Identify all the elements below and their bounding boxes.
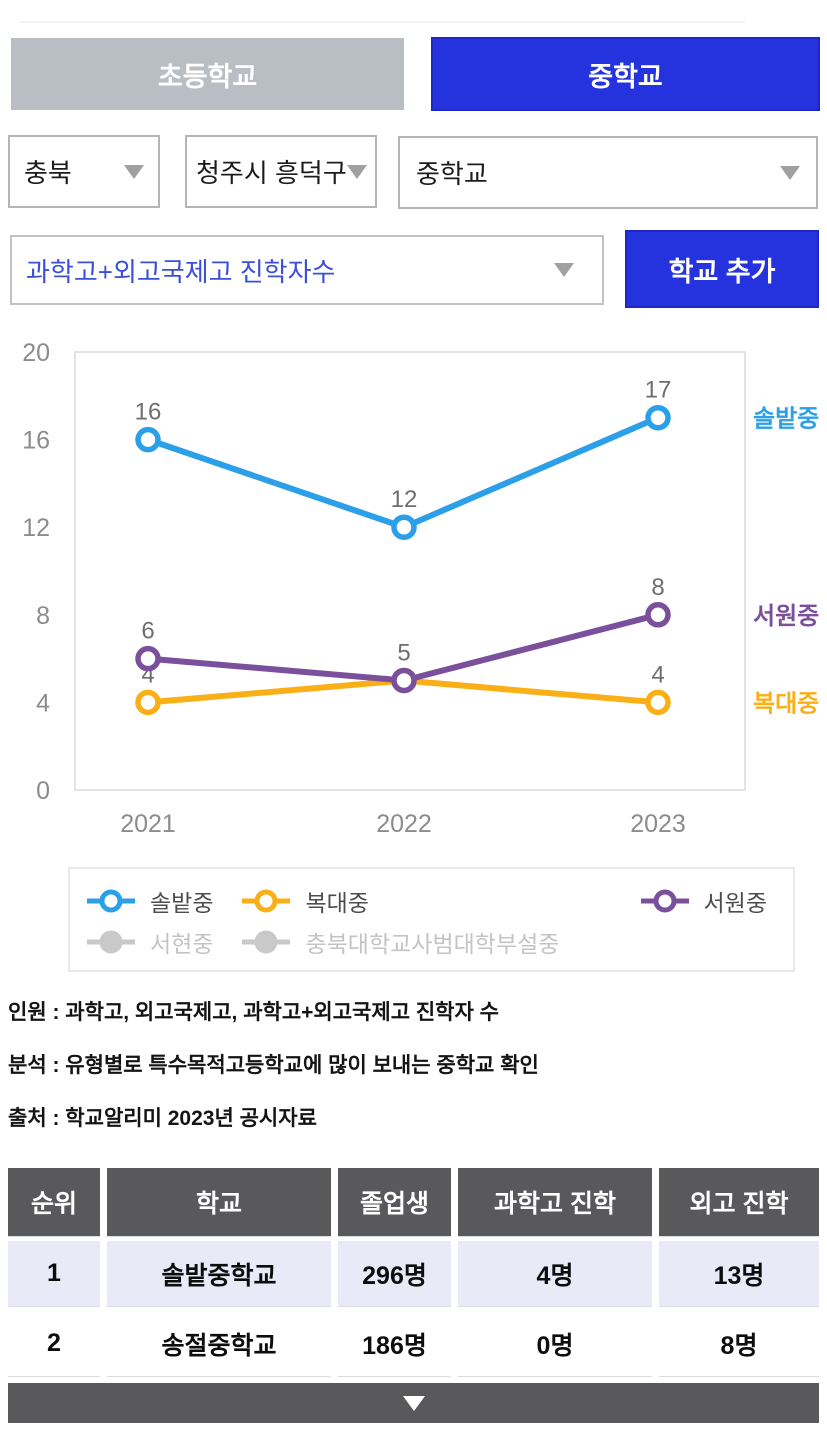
table-expand-bar[interactable] [8, 1383, 819, 1423]
series-point-복대중 [135, 689, 161, 716]
table-row: 2 송절중학교 186명 0명 8명 [8, 1311, 819, 1377]
series-point-복대중 [645, 689, 671, 716]
table-header-cell: 외고 진학 [659, 1168, 819, 1237]
table-cell: 솔밭중학교 [107, 1241, 331, 1307]
chevron-down-icon [124, 164, 144, 179]
legend-label: 서원중 [703, 890, 767, 916]
legend-item-복대중[interactable]: 복대중 [241, 884, 369, 918]
chevron-down-icon [347, 164, 367, 179]
add-school-button[interactable]: 학교 추가 [625, 230, 819, 308]
table-header-cell: 순위 [8, 1168, 100, 1237]
table-header-cell: 학교 [107, 1168, 331, 1237]
data-label: 4 [651, 661, 664, 688]
table-cell: 송절중학교 [107, 1311, 331, 1377]
note-line: 분석 : 유형별로 특수목적고등학교에 많이 보내는 중학교 확인 [8, 1053, 539, 1077]
legend-label: 복대중 [305, 890, 369, 916]
y-axis-tick: 12 [22, 514, 50, 542]
legend-item-서원중[interactable]: 서원중 [640, 884, 767, 918]
line-chart: 0 4 8 12 16 20 2021 2022 2023 4 4 복대중 6 5 8 서원중 16 12 17 솔밭… [0, 330, 827, 852]
series-point-서원중 [135, 645, 161, 672]
legend-item-서현중[interactable]: 서현중 [86, 925, 213, 959]
school-level-select[interactable]: 중학교 [398, 136, 818, 209]
legend-row: 서현중 충북대학교사범대학부설중 [86, 922, 777, 962]
table-cell: 13명 [659, 1241, 819, 1307]
data-label: 17 [645, 377, 672, 404]
data-label: 5 [397, 640, 410, 667]
region-select-value: 충북 [24, 158, 72, 188]
table-row: 1 솔밭중학교 296명 4명 13명 [8, 1241, 819, 1307]
table-cell: 296명 [338, 1241, 451, 1307]
table-cell: 186명 [338, 1311, 451, 1377]
table-cell: 0명 [458, 1311, 652, 1377]
x-axis-tick: 2022 [376, 810, 432, 838]
y-axis-tick: 0 [36, 777, 50, 805]
series-point-서원중 [391, 667, 417, 694]
series-point-솔밭중 [391, 514, 417, 540]
top-divider [20, 21, 745, 23]
data-label: 6 [141, 618, 154, 645]
series-label-솔밭중: 솔밭중 [753, 406, 819, 433]
legend-marker-icon [242, 889, 291, 913]
y-axis-tick: 20 [22, 339, 50, 367]
legend-item-충북대학교사범대학부설중[interactable]: 충북대학교사범대학부설중 [241, 925, 559, 959]
region-select[interactable]: 충북 [8, 135, 160, 208]
x-axis-tick: 2021 [120, 810, 176, 838]
plot-area [74, 351, 746, 791]
table-header-cell: 과학고 진학 [458, 1168, 652, 1237]
legend-row: 솔밭중 복대중 서원중 [86, 881, 777, 921]
table-header-row: 순위 학교 졸업생 과학고 진학 외고 진학 [8, 1168, 819, 1237]
table-cell: 4명 [458, 1241, 652, 1307]
note-line: 출처 : 학교알리미 2023년 공시자료 [8, 1106, 317, 1130]
school-rank-table: 순위 학교 졸업생 과학고 진학 외고 진학 1 솔밭중학교 296명 4명 13명 2 송절중학교 1… [8, 1168, 819, 1377]
chevron-down-icon [554, 263, 574, 277]
chevron-down-icon [780, 165, 800, 180]
table-cell: 8명 [659, 1311, 819, 1377]
y-axis-tick: 8 [36, 602, 50, 630]
legend-label: 서현중 [150, 931, 214, 957]
tab-elementary-school[interactable]: 초등학교 [11, 38, 404, 110]
legend-label: 충북대학교사범대학부설중 [305, 931, 560, 957]
district-select-value: 청주시 흥덕구 [196, 158, 347, 188]
series-point-서원중 [645, 602, 671, 628]
metric-select-value: 과학고+외고국제고 진학자수 [26, 256, 336, 287]
x-axis-tick: 2023 [630, 810, 686, 838]
table-cell: 1 [8, 1241, 100, 1307]
legend-marker-icon [242, 930, 291, 954]
data-label: 16 [135, 399, 162, 426]
tab-middle-school[interactable]: 중학교 [431, 37, 820, 111]
legend-marker-icon [640, 889, 689, 913]
district-select[interactable]: 청주시 흥덕구 [185, 135, 377, 208]
legend-item-솔밭중[interactable]: 솔밭중 [86, 884, 213, 918]
table-cell: 2 [8, 1311, 100, 1377]
data-label: 12 [391, 486, 418, 513]
series-point-솔밭중 [135, 426, 161, 453]
metric-select[interactable]: 과학고+외고국제고 진학자수 [10, 235, 604, 305]
series-label-서원중: 서원중 [753, 603, 819, 630]
y-axis-tick: 16 [22, 427, 50, 455]
series-point-솔밭중 [645, 404, 671, 431]
legend-marker-icon [87, 889, 135, 913]
data-label: 8 [651, 574, 664, 601]
table-header-cell: 졸업생 [338, 1168, 451, 1237]
series-label-복대중: 복대중 [753, 690, 819, 717]
school-level-select-value: 중학교 [416, 159, 488, 189]
y-axis-tick: 4 [36, 689, 50, 717]
legend-label: 솔밭중 [150, 890, 214, 916]
expand-down-icon [402, 1395, 425, 1411]
legend-marker-icon [87, 930, 135, 954]
note-line: 인원 : 과학고, 외고국제고, 과학고+외고국제고 진학자 수 [8, 1000, 499, 1024]
